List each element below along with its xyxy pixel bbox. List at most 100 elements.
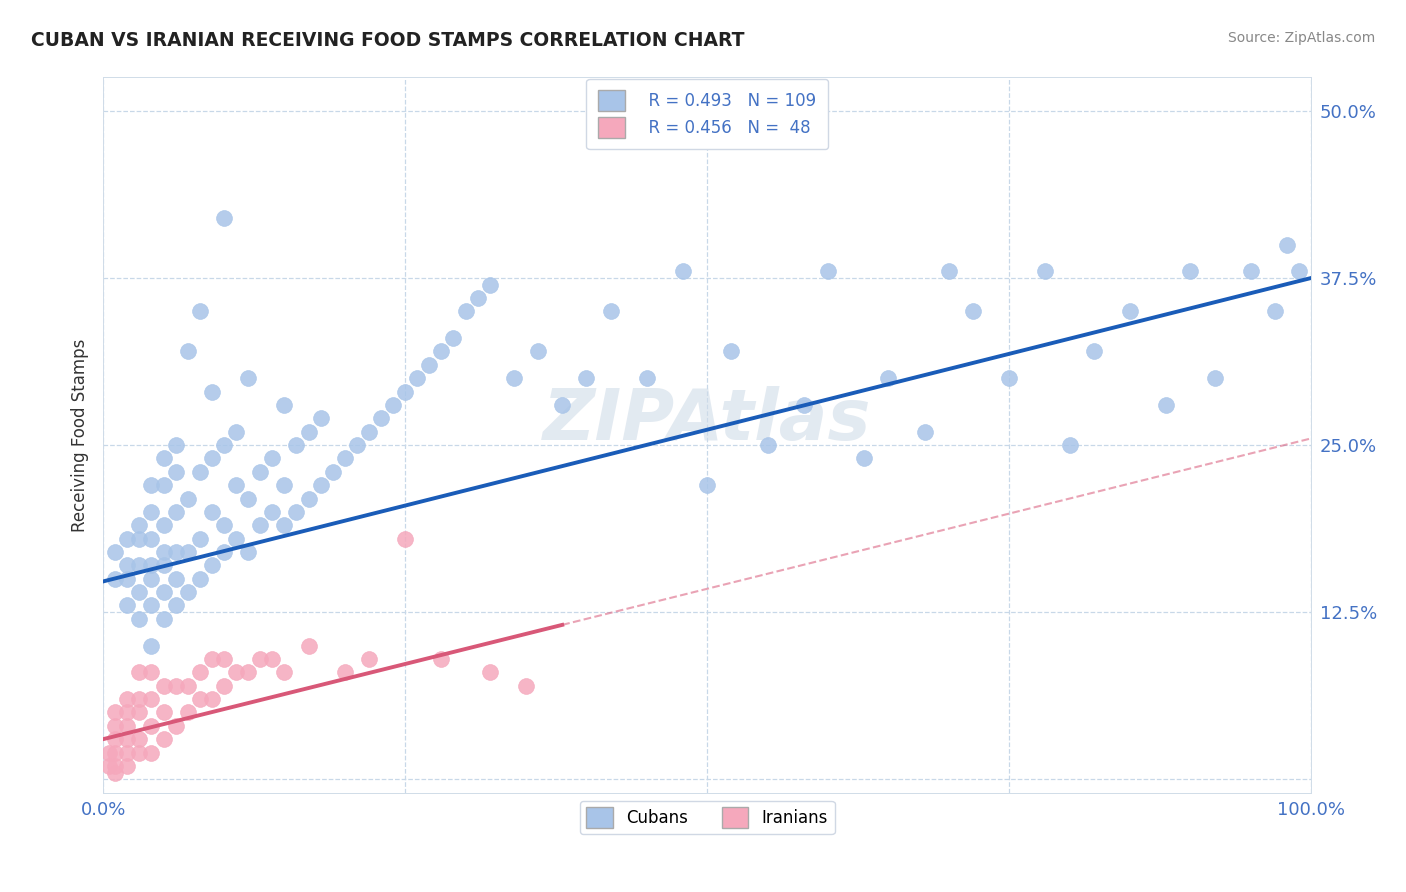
Point bbox=[188, 692, 211, 706]
Point bbox=[285, 438, 308, 452]
Point bbox=[128, 518, 150, 533]
Point bbox=[165, 572, 187, 586]
Point bbox=[117, 599, 139, 613]
Point bbox=[128, 665, 150, 680]
Point bbox=[152, 558, 174, 573]
Point bbox=[249, 465, 271, 479]
Point bbox=[998, 371, 1021, 385]
Point bbox=[297, 425, 319, 439]
Point bbox=[98, 759, 121, 773]
Point bbox=[1240, 264, 1263, 278]
Point bbox=[104, 706, 127, 720]
Point bbox=[201, 652, 224, 666]
Point bbox=[176, 344, 198, 359]
Point bbox=[309, 411, 332, 425]
Point bbox=[104, 732, 127, 747]
Point bbox=[165, 599, 187, 613]
Point bbox=[176, 706, 198, 720]
Point bbox=[212, 545, 235, 559]
Point bbox=[236, 665, 259, 680]
Point bbox=[322, 465, 344, 479]
Point bbox=[141, 692, 163, 706]
Point bbox=[141, 719, 163, 733]
Point bbox=[382, 398, 405, 412]
Point bbox=[117, 746, 139, 760]
Point bbox=[141, 558, 163, 573]
Point bbox=[104, 545, 127, 559]
Point bbox=[104, 746, 127, 760]
Point bbox=[357, 652, 380, 666]
Point bbox=[188, 572, 211, 586]
Point bbox=[176, 545, 198, 559]
Point bbox=[225, 665, 247, 680]
Point bbox=[1288, 264, 1310, 278]
Point bbox=[962, 304, 984, 318]
Point bbox=[117, 692, 139, 706]
Point bbox=[394, 384, 416, 399]
Point bbox=[914, 425, 936, 439]
Point bbox=[249, 652, 271, 666]
Point bbox=[357, 425, 380, 439]
Point bbox=[575, 371, 598, 385]
Point bbox=[212, 518, 235, 533]
Point bbox=[128, 532, 150, 546]
Point bbox=[285, 505, 308, 519]
Point bbox=[467, 291, 489, 305]
Point bbox=[141, 746, 163, 760]
Point bbox=[443, 331, 465, 345]
Point bbox=[225, 425, 247, 439]
Point bbox=[141, 639, 163, 653]
Point bbox=[1059, 438, 1081, 452]
Point bbox=[104, 572, 127, 586]
Point bbox=[128, 732, 150, 747]
Point bbox=[877, 371, 900, 385]
Point bbox=[1204, 371, 1226, 385]
Point bbox=[128, 746, 150, 760]
Point bbox=[333, 665, 356, 680]
Point bbox=[817, 264, 839, 278]
Text: CUBAN VS IRANIAN RECEIVING FOOD STAMPS CORRELATION CHART: CUBAN VS IRANIAN RECEIVING FOOD STAMPS C… bbox=[31, 31, 744, 50]
Point bbox=[515, 679, 537, 693]
Point bbox=[478, 277, 501, 292]
Point bbox=[201, 505, 224, 519]
Point bbox=[141, 599, 163, 613]
Point bbox=[117, 719, 139, 733]
Point bbox=[188, 465, 211, 479]
Point bbox=[212, 211, 235, 225]
Point bbox=[152, 612, 174, 626]
Point bbox=[176, 491, 198, 506]
Point bbox=[104, 765, 127, 780]
Point bbox=[141, 572, 163, 586]
Point bbox=[273, 478, 295, 492]
Point bbox=[273, 665, 295, 680]
Point bbox=[225, 532, 247, 546]
Point bbox=[720, 344, 742, 359]
Point bbox=[756, 438, 779, 452]
Point bbox=[406, 371, 429, 385]
Point bbox=[141, 478, 163, 492]
Point bbox=[236, 545, 259, 559]
Point bbox=[346, 438, 368, 452]
Point bbox=[236, 491, 259, 506]
Point bbox=[551, 398, 574, 412]
Point bbox=[297, 639, 319, 653]
Point bbox=[297, 491, 319, 506]
Point bbox=[165, 545, 187, 559]
Point bbox=[152, 478, 174, 492]
Point bbox=[599, 304, 621, 318]
Point bbox=[1083, 344, 1105, 359]
Point bbox=[430, 344, 453, 359]
Point bbox=[212, 652, 235, 666]
Point bbox=[938, 264, 960, 278]
Point bbox=[672, 264, 695, 278]
Point bbox=[262, 451, 284, 466]
Point bbox=[249, 518, 271, 533]
Point bbox=[117, 558, 139, 573]
Legend: Cubans, Iranians: Cubans, Iranians bbox=[579, 801, 835, 834]
Text: ZIPAtlas: ZIPAtlas bbox=[543, 386, 872, 455]
Text: Source: ZipAtlas.com: Source: ZipAtlas.com bbox=[1227, 31, 1375, 45]
Point bbox=[128, 585, 150, 599]
Point bbox=[165, 719, 187, 733]
Point bbox=[188, 532, 211, 546]
Point bbox=[201, 384, 224, 399]
